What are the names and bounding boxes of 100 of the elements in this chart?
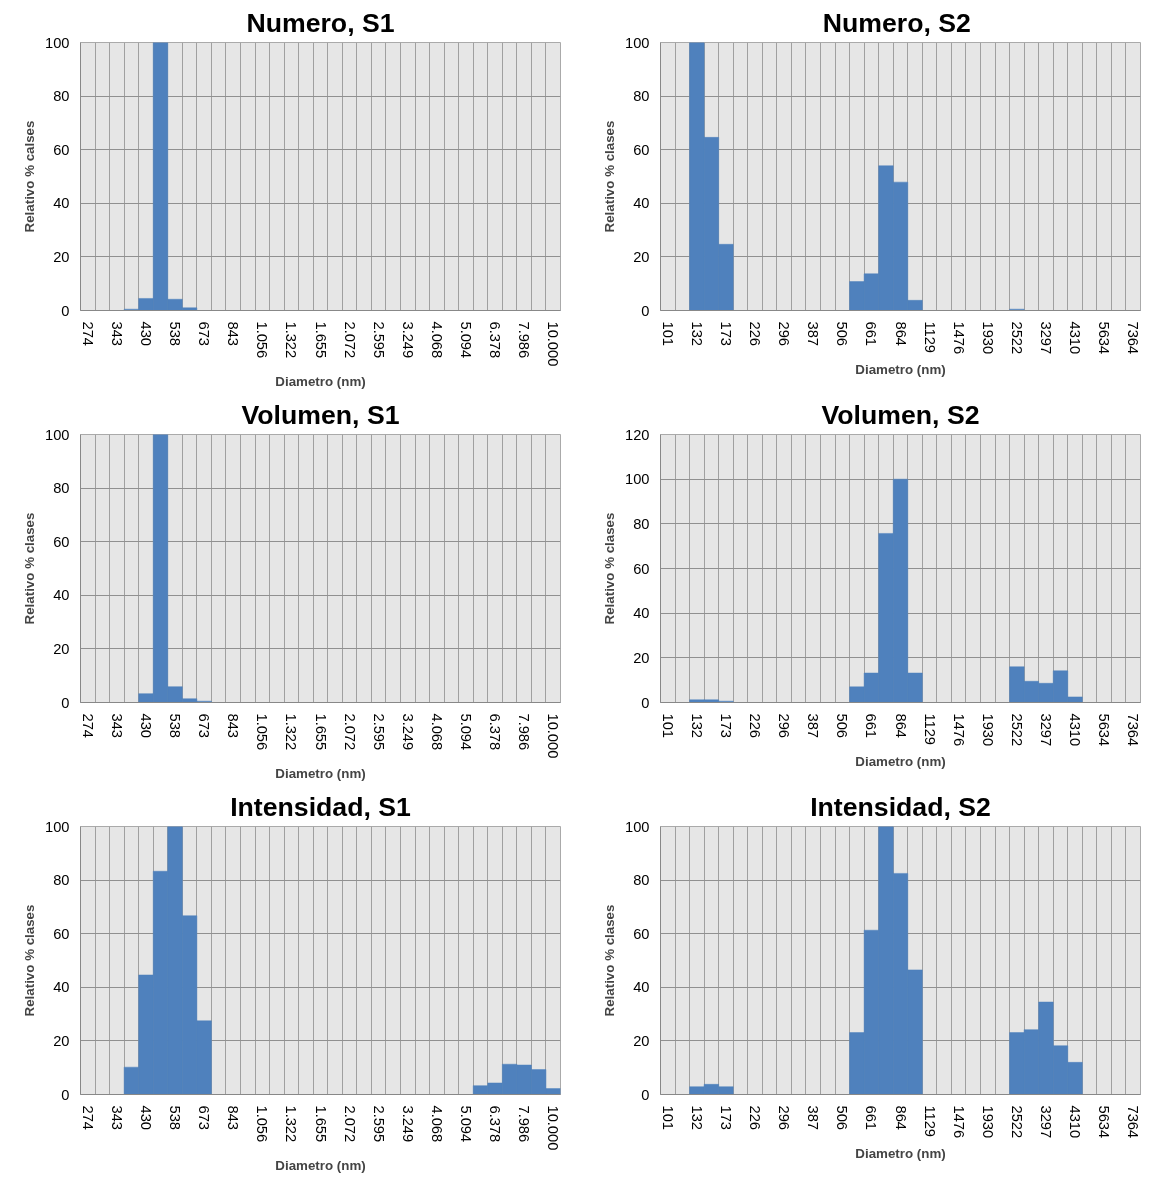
x-tick-label: 4310 bbox=[1067, 321, 1084, 355]
y-tick-label: 120 bbox=[625, 426, 650, 443]
y-tick-label: 60 bbox=[53, 533, 70, 550]
y-tick-label: 100 bbox=[45, 426, 70, 443]
x-tick-label: 843 bbox=[225, 321, 242, 346]
x-tick-label: 226 bbox=[747, 713, 764, 738]
y-tick-label: 40 bbox=[633, 605, 650, 622]
y-tick-label: 80 bbox=[633, 515, 650, 532]
y-tick-label: 0 bbox=[641, 1086, 650, 1103]
x-axis-title: Diametro (nm) bbox=[275, 1158, 366, 1174]
y-tick-label: 20 bbox=[53, 640, 70, 657]
x-tick-label: 1.056 bbox=[254, 1105, 271, 1143]
y-tick-label: 80 bbox=[633, 88, 650, 105]
x-tick-label: 101 bbox=[659, 713, 676, 738]
y-tick-label: 20 bbox=[633, 248, 650, 265]
y-axis-title: Relativo % clases bbox=[602, 904, 618, 1017]
x-tick-label: 538 bbox=[167, 1105, 184, 1130]
x-tick-label: 5634 bbox=[1096, 321, 1113, 355]
x-tick-label: 506 bbox=[834, 321, 851, 346]
x-tick-label: 387 bbox=[805, 1105, 822, 1130]
x-tick-label: 3297 bbox=[1037, 1105, 1054, 1139]
x-tick-label: 2522 bbox=[1008, 1105, 1025, 1139]
y-tick-label: 40 bbox=[633, 195, 650, 212]
y-axis-title: Relativo % clases bbox=[602, 120, 618, 233]
y-tick-label: 0 bbox=[641, 694, 650, 711]
y-tick-label: 0 bbox=[61, 302, 70, 319]
x-tick-label: 3297 bbox=[1037, 321, 1054, 355]
x-tick-label: 673 bbox=[196, 713, 213, 738]
y-axis-title: Relativo % clases bbox=[22, 904, 38, 1017]
x-tick-label: 2.072 bbox=[341, 1105, 358, 1143]
y-tick-label: 20 bbox=[633, 1032, 650, 1049]
x-tick-label: 132 bbox=[688, 1105, 705, 1130]
x-tick-label: 5634 bbox=[1096, 713, 1113, 747]
x-tick-label: 4310 bbox=[1067, 1105, 1084, 1139]
y-tick-label: 20 bbox=[53, 248, 70, 265]
x-tick-label: 506 bbox=[834, 713, 851, 738]
x-tick-label: 2.595 bbox=[370, 713, 387, 751]
y-tick-label: 80 bbox=[53, 872, 70, 889]
x-tick-label: 1.322 bbox=[283, 321, 300, 359]
x-tick-label: 296 bbox=[776, 321, 793, 346]
x-tick-label: 7.986 bbox=[516, 321, 533, 359]
x-tick-label: 4.068 bbox=[428, 1105, 445, 1143]
x-tick-label: 10.000 bbox=[545, 1105, 562, 1151]
x-tick-label: 1.056 bbox=[254, 713, 271, 751]
x-tick-label: 2.072 bbox=[341, 713, 358, 751]
x-tick-label: 3.249 bbox=[399, 321, 416, 359]
x-tick-label: 274 bbox=[79, 713, 96, 738]
x-tick-label: 4.068 bbox=[428, 321, 445, 359]
x-tick-label: 1.322 bbox=[283, 713, 300, 751]
y-tick-label: 0 bbox=[641, 302, 650, 319]
x-tick-label: 6.378 bbox=[487, 321, 504, 359]
x-tick-label: 661 bbox=[863, 1105, 880, 1130]
x-axis-title: Diametro (nm) bbox=[275, 766, 366, 782]
x-tick-label: 1129 bbox=[921, 321, 938, 354]
x-tick-label: 296 bbox=[776, 713, 793, 738]
y-tick-label: 60 bbox=[53, 141, 70, 158]
x-tick-label: 173 bbox=[717, 713, 734, 738]
y-tick-label: 100 bbox=[45, 34, 70, 51]
x-tick-label: 101 bbox=[659, 1105, 676, 1130]
x-tick-label: 10.000 bbox=[545, 321, 562, 367]
x-tick-label: 7364 bbox=[1125, 321, 1142, 355]
x-tick-label: 1129 bbox=[921, 1105, 938, 1138]
x-tick-label: 864 bbox=[892, 713, 909, 738]
chart-title: Volumen, S1 bbox=[241, 399, 400, 430]
x-axis-title: Diametro (nm) bbox=[855, 1146, 946, 1162]
x-tick-label: 1476 bbox=[950, 1105, 967, 1139]
x-tick-label: 843 bbox=[225, 1105, 242, 1130]
x-tick-label: 132 bbox=[688, 713, 705, 738]
x-tick-label: 430 bbox=[137, 1105, 154, 1130]
y-tick-label: 60 bbox=[633, 925, 650, 942]
x-tick-label: 173 bbox=[717, 321, 734, 346]
y-tick-label: 0 bbox=[61, 694, 70, 711]
x-tick-label: 2522 bbox=[1008, 321, 1025, 355]
x-tick-label: 430 bbox=[137, 713, 154, 738]
x-tick-label: 7364 bbox=[1125, 1105, 1142, 1139]
x-tick-label: 101 bbox=[659, 321, 676, 346]
x-tick-label: 5.094 bbox=[457, 713, 474, 751]
y-tick-label: 20 bbox=[53, 1032, 70, 1049]
chart-title: Intensidad, S1 bbox=[230, 791, 412, 822]
x-tick-label: 1476 bbox=[950, 321, 967, 355]
x-tick-label: 1.322 bbox=[283, 1105, 300, 1143]
y-tick-label: 40 bbox=[53, 587, 70, 604]
x-tick-label: 343 bbox=[108, 321, 125, 346]
y-tick-label: 100 bbox=[625, 34, 650, 51]
x-tick-label: 7.986 bbox=[516, 1105, 533, 1143]
x-tick-label: 1.655 bbox=[312, 713, 329, 751]
x-tick-label: 1930 bbox=[979, 713, 996, 747]
x-tick-label: 274 bbox=[79, 321, 96, 346]
x-tick-label: 506 bbox=[834, 1105, 851, 1130]
y-axis-title: Relativo % calses bbox=[22, 120, 38, 233]
x-axis-title: Diametro (nm) bbox=[855, 362, 946, 378]
x-axis-title: Diametro (nm) bbox=[855, 754, 946, 770]
y-tick-label: 40 bbox=[53, 195, 70, 212]
x-tick-label: 673 bbox=[196, 1105, 213, 1130]
x-tick-label: 3.249 bbox=[399, 713, 416, 751]
x-tick-label: 661 bbox=[863, 713, 880, 738]
y-tick-label: 40 bbox=[633, 979, 650, 996]
x-tick-label: 1930 bbox=[979, 1105, 996, 1139]
x-axis-title: Diametro (nm) bbox=[275, 374, 366, 390]
y-axis-title: Relativo % clases bbox=[22, 512, 38, 625]
